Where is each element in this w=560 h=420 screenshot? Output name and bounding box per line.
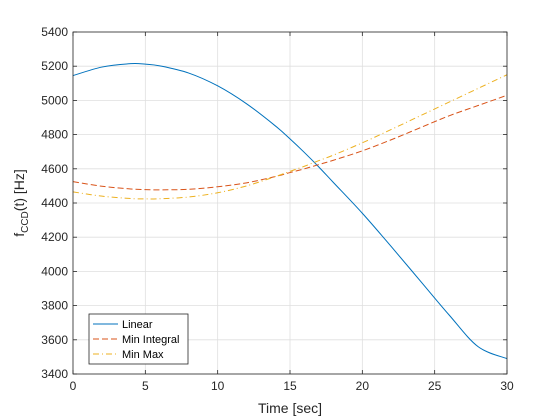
y-tick-label: 3600 bbox=[41, 333, 68, 347]
x-tick-label: 0 bbox=[70, 379, 77, 393]
y-axis-label: fCCD(t) [Hz] bbox=[11, 169, 31, 237]
series-line-linear bbox=[72, 62, 508, 360]
y-axis-label-main: f bbox=[11, 233, 27, 237]
y-axis-label-subscript: CCD bbox=[20, 211, 31, 233]
legend-label-min-max: Min Max bbox=[122, 349, 164, 361]
y-tick-label: 5200 bbox=[41, 59, 68, 73]
y-tick-label: 4000 bbox=[41, 264, 68, 278]
x-tick-label: 10 bbox=[211, 379, 225, 393]
legend-label-min-integral: Min Integral bbox=[122, 334, 179, 346]
legend-box bbox=[88, 313, 189, 365]
x-tick-label: 25 bbox=[428, 379, 442, 393]
x-axis-label: Time [sec] bbox=[258, 400, 322, 416]
x-tick-label: 5 bbox=[142, 379, 149, 393]
legend-label-linear: Linear bbox=[122, 319, 153, 331]
x-tick-label: 20 bbox=[356, 379, 370, 393]
y-tick-label: 5000 bbox=[41, 93, 68, 107]
y-tick-label: 4200 bbox=[41, 230, 68, 244]
x-axis-ticks: 0 5 10 15 20 25 30 bbox=[70, 32, 514, 393]
series-line-min-integral bbox=[72, 94, 508, 191]
legend: Linear Min Integral Min Max bbox=[88, 313, 189, 365]
y-axis-ticks: 3400 3600 3800 4000 4200 4400 4600 4800 5000 5200… bbox=[41, 25, 507, 381]
x-tick-label: 15 bbox=[283, 379, 297, 393]
y-tick-label: 4600 bbox=[41, 162, 68, 176]
x-tick-label: 30 bbox=[500, 379, 514, 393]
y-axis-label-tail: (t) [Hz] bbox=[11, 169, 27, 211]
y-tick-label: 5400 bbox=[41, 25, 68, 39]
y-tick-label: 3400 bbox=[41, 367, 68, 381]
y-tick-label: 3800 bbox=[41, 299, 68, 313]
y-tick-label: 4400 bbox=[41, 196, 68, 210]
series-layer bbox=[72, 62, 508, 360]
y-tick-label: 4800 bbox=[41, 128, 68, 142]
